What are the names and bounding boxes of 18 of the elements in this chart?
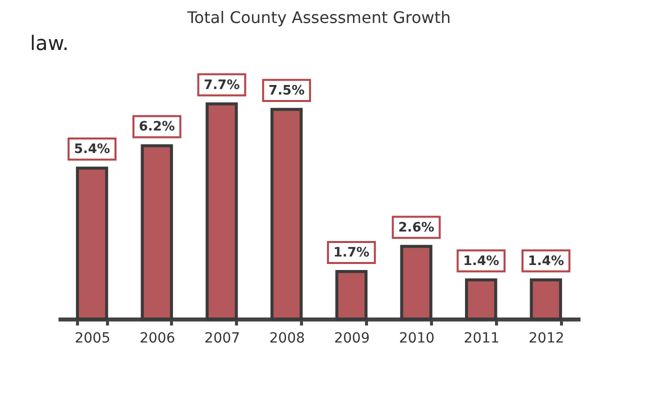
x-tick-label: 2012 — [528, 330, 564, 346]
x-tick-label: 2008 — [269, 330, 305, 346]
x-tick-label: 2009 — [334, 330, 370, 346]
data-label: 5.4% — [74, 142, 110, 158]
data-label: 7.7% — [204, 78, 240, 93]
data-label: 2.6% — [398, 220, 434, 236]
x-tick-label: 2005 — [74, 330, 110, 346]
data-label: 1.4% — [463, 254, 500, 269]
x-tick-label: 2006 — [140, 330, 176, 346]
x-tick-label: 2007 — [204, 330, 240, 346]
x-tick-label: 2010 — [398, 330, 435, 346]
chart-title: Total County Assessment Growth — [186, 8, 451, 27]
data-label: 1.7% — [333, 245, 370, 260]
text: law. — [30, 31, 69, 55]
data-label: 6.2% — [138, 120, 175, 135]
data-label: 1.4% — [528, 254, 564, 269]
x-tick-label: 2011 — [464, 330, 500, 346]
data-label: 7.5% — [268, 83, 305, 98]
